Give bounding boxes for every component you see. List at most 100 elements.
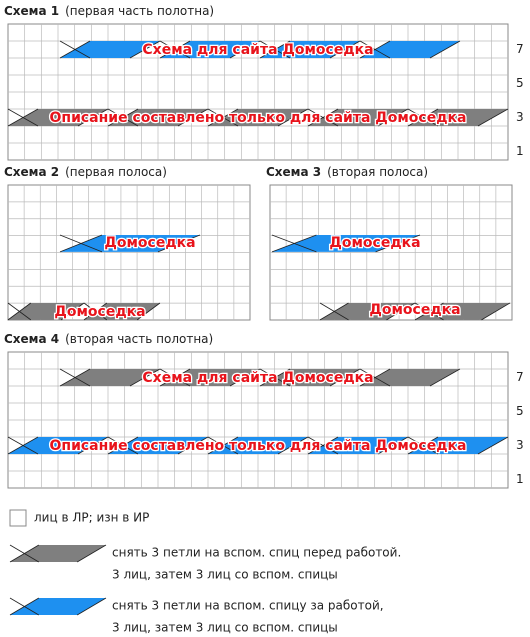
cable-line (59, 40, 91, 59)
cable-line (83, 302, 108, 321)
cable-fill (260, 41, 360, 58)
row-number: 7 (516, 370, 524, 384)
cable-fill (108, 109, 208, 126)
cable-line (76, 544, 107, 563)
cable-line (59, 234, 103, 253)
cable-fill (10, 598, 106, 615)
row-number: 1 (516, 472, 524, 486)
cable-line (229, 40, 261, 59)
scheme-subtitle: (первая часть полотна) (65, 4, 214, 18)
cable-line (7, 108, 39, 127)
cable-fill (408, 109, 508, 126)
cable-fill (260, 369, 360, 386)
legend-text: снять 3 петли на вспом. спиц перед работ… (112, 546, 401, 560)
row-number: 5 (516, 76, 524, 90)
legend-text: 3 лиц, затем 3 лиц со вспом. спицы (112, 568, 338, 582)
cable-line (207, 436, 239, 455)
row-number: 7 (516, 42, 524, 56)
cable-line (319, 302, 349, 321)
cable-line (271, 234, 317, 253)
cable-line (277, 108, 309, 127)
cable-fill (60, 369, 160, 386)
cable-line (329, 40, 361, 59)
cable-fill (8, 303, 84, 320)
scheme-subtitle: (вторая часть полотна) (65, 332, 213, 346)
cable-line (307, 436, 339, 455)
legend-text: 3 лиц, затем 3 лиц со вспом. спицы (112, 621, 338, 635)
cable-line (377, 436, 409, 455)
scheme-subtitle: (вторая полоса) (327, 165, 428, 179)
watermark: Описание составлено только для сайта Дом… (50, 438, 467, 454)
legend-text: лиц в ЛР; изн в ИР (34, 511, 149, 525)
cable-line (375, 234, 421, 253)
cable-line (259, 40, 291, 59)
cable-line (359, 40, 391, 59)
cable-line (477, 436, 509, 455)
cable-line (359, 368, 391, 387)
scheme-title: Схема 4 (вторая часть полотна) (4, 332, 213, 346)
cable-line (407, 436, 439, 455)
cable-line (59, 368, 91, 387)
cable-line (107, 108, 139, 127)
cable-line (207, 108, 239, 127)
cable-line (429, 40, 461, 59)
watermark: Домоседка (54, 304, 145, 320)
cable-fill (208, 109, 308, 126)
cable-line (129, 368, 161, 387)
cable-line (107, 436, 139, 455)
scheme-title: Схема 2 (первая полоса) (4, 165, 167, 179)
cable-fill (360, 369, 460, 386)
cable-fill (160, 369, 260, 386)
scheme-number: Схема 4 (4, 332, 59, 346)
scheme-number: Схема 3 (266, 165, 321, 179)
cable-fill (8, 109, 108, 126)
cable-fill (60, 235, 200, 252)
legend-swatch (9, 509, 27, 527)
scheme-number: Схема 1 (4, 4, 59, 18)
legend-text: снять 3 петли на вспом. спицу за работой… (112, 599, 384, 613)
scheme-title: Схема 1 (первая часть полотна) (4, 4, 214, 18)
cable-fill (84, 303, 160, 320)
cable-line (414, 302, 444, 321)
cable-line (7, 436, 39, 455)
cable-line (307, 108, 339, 127)
watermark: Схема для сайта Домоседка (142, 370, 373, 386)
cable-line (77, 436, 109, 455)
cable-line (407, 108, 439, 127)
cable-line (76, 597, 107, 616)
cable-fill (272, 235, 420, 252)
cable-line (477, 108, 509, 127)
cable-fill (160, 41, 260, 58)
cable-line (259, 368, 291, 387)
watermark: Описание составлено только для сайта Дом… (50, 110, 467, 126)
cable-line (60, 302, 85, 321)
cable-fill (320, 303, 415, 320)
cable-line (229, 368, 261, 387)
cable-line (157, 234, 201, 253)
cable-line (129, 40, 161, 59)
cable-line (429, 368, 461, 387)
scheme-title: Схема 3 (вторая полоса) (266, 165, 428, 179)
cable-line (386, 302, 416, 321)
cable-line (481, 302, 511, 321)
cable-fill (308, 109, 408, 126)
cable-line (9, 597, 40, 616)
cable-line (329, 368, 361, 387)
cable-fill (308, 437, 408, 454)
watermark: Домоседка (104, 235, 195, 251)
row-number: 3 (516, 110, 524, 124)
watermark: Домоседка (369, 302, 460, 318)
row-number: 5 (516, 404, 524, 418)
cable-line (7, 302, 32, 321)
cable-fill (8, 437, 108, 454)
row-number: 1 (516, 144, 524, 158)
cable-line (277, 436, 309, 455)
cable-fill (10, 545, 106, 562)
watermark: Схема для сайта Домоседка (142, 42, 373, 58)
cable-line (177, 436, 209, 455)
cable-fill (415, 303, 510, 320)
scheme-subtitle: (первая полоса) (65, 165, 167, 179)
cable-fill (360, 41, 460, 58)
row-number: 3 (516, 438, 524, 452)
